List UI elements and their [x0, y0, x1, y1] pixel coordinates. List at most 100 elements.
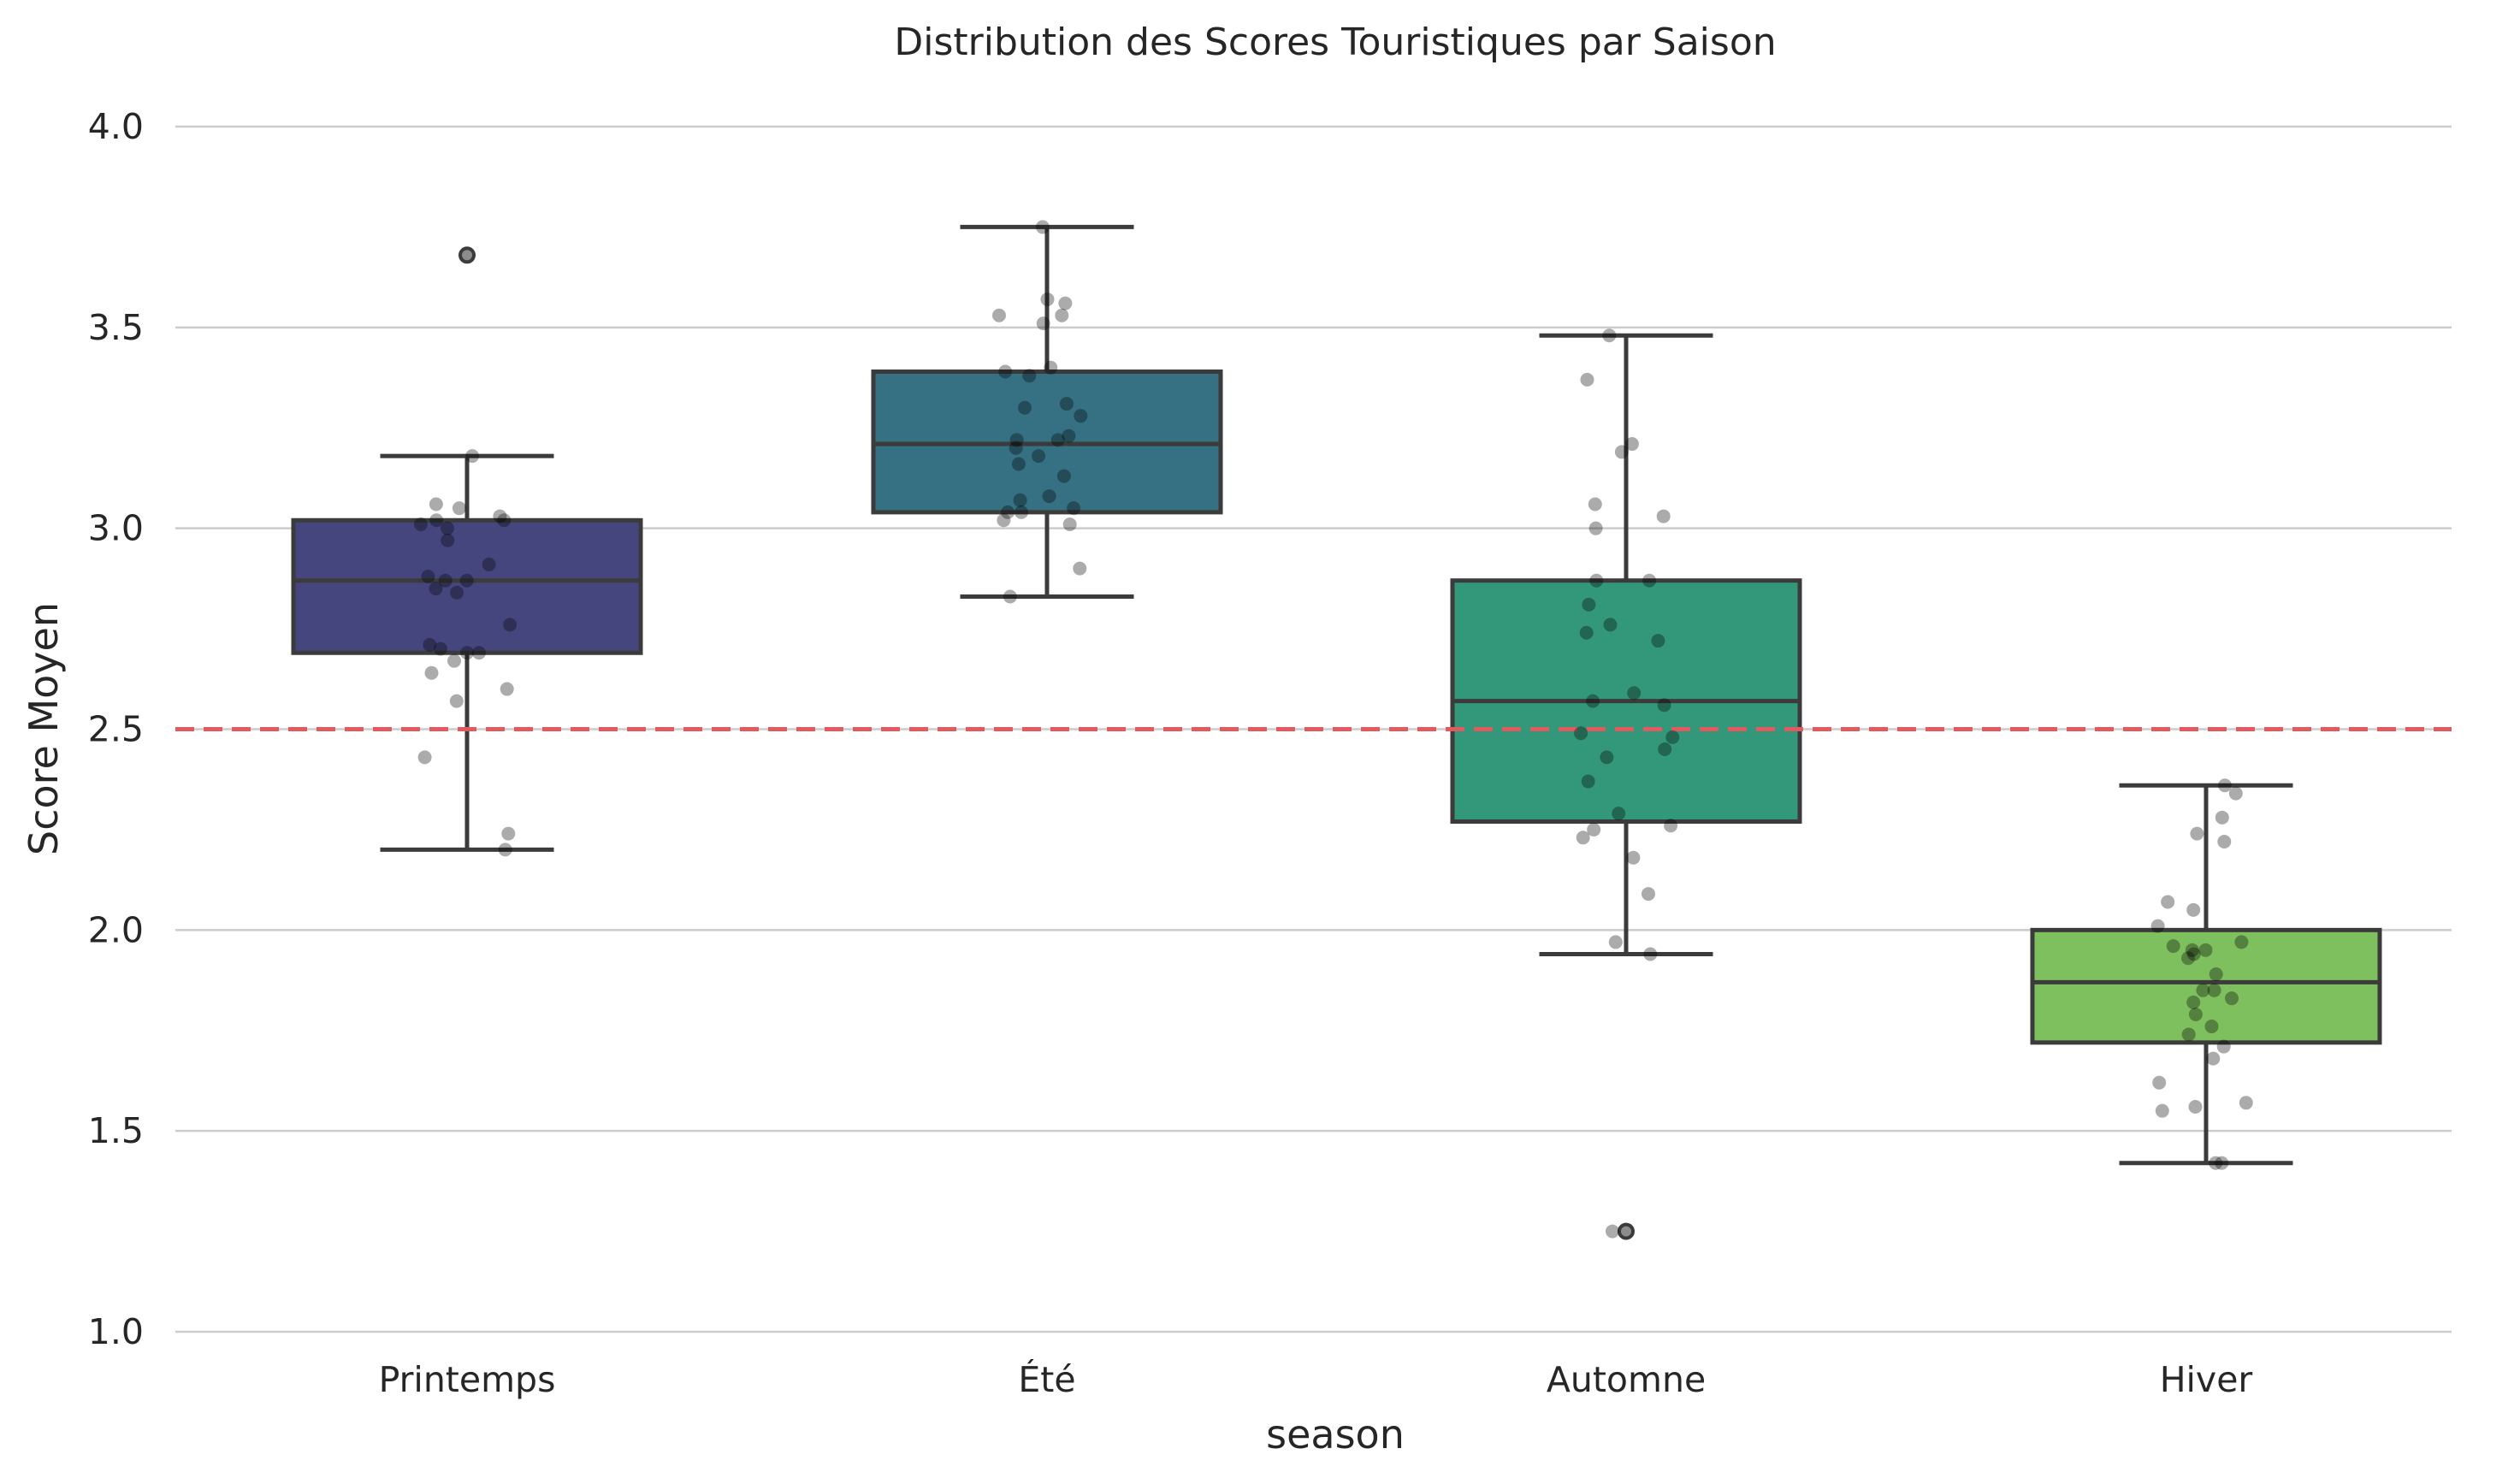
- data-point: [2150, 919, 2165, 933]
- data-point: [441, 533, 455, 547]
- data-point: [2186, 902, 2201, 917]
- data-point: [1581, 774, 1595, 789]
- data-point: [497, 513, 512, 528]
- data-point: [493, 509, 507, 523]
- data-point: [1614, 445, 1629, 459]
- data-point: [1074, 409, 1088, 423]
- data-point: [1073, 561, 1087, 576]
- data-point: [1574, 726, 1588, 741]
- data-point: [1579, 625, 1594, 640]
- data-point: [2181, 951, 2195, 966]
- data-point: [1588, 497, 1602, 511]
- data-point: [2207, 983, 2221, 997]
- data-point: [1608, 935, 1623, 949]
- data-point: [498, 843, 512, 857]
- data-point: [1036, 316, 1050, 331]
- data-point: [1656, 509, 1671, 523]
- x-tick-label: Printemps: [379, 1359, 556, 1400]
- data-point: [1042, 489, 1056, 504]
- data-point: [1651, 634, 1665, 648]
- data-point: [1032, 449, 1046, 464]
- y-tick-label: 3.0: [88, 508, 144, 549]
- data-point: [1589, 573, 1604, 588]
- data-point: [1600, 750, 1614, 765]
- data-point: [1044, 360, 1058, 375]
- data-point: [2186, 995, 2201, 1009]
- data-point: [472, 646, 486, 660]
- data-point: [1586, 694, 1600, 708]
- data-point: [1009, 440, 1023, 455]
- box-2: [1450, 333, 1802, 1240]
- data-point: [1056, 469, 1071, 483]
- data-point: [482, 557, 496, 571]
- data-point: [1612, 807, 1626, 821]
- data-point: [1011, 457, 1026, 471]
- data-point: [1642, 887, 1655, 902]
- data-point: [1018, 400, 1032, 415]
- box-3: [2030, 783, 2382, 1166]
- x-tick-labels: Printemps Été Automne Hiver: [379, 1359, 2253, 1400]
- y-tick-label: 1.0: [88, 1311, 144, 1352]
- box-rect: [2030, 927, 2382, 1045]
- data-point: [1062, 429, 1076, 443]
- data-point: [1603, 618, 1618, 632]
- data-point: [438, 573, 453, 588]
- data-point: [997, 513, 1011, 528]
- data-point: [1626, 850, 1641, 865]
- data-point: [423, 637, 437, 652]
- data-point: [2215, 1156, 2229, 1170]
- y-axis-label: Score Moyen: [21, 602, 67, 855]
- data-point: [1060, 397, 1074, 411]
- data-point: [2225, 991, 2239, 1006]
- data-point: [1602, 328, 1617, 343]
- data-point: [2190, 826, 2204, 841]
- data-point: [413, 517, 428, 531]
- y-tick-label: 3.5: [88, 307, 144, 348]
- data-point: [2185, 943, 2199, 957]
- data-point: [2218, 778, 2232, 793]
- data-point: [424, 665, 439, 680]
- data-point: [1624, 437, 1639, 452]
- data-point: [2204, 1020, 2219, 1034]
- data-point: [421, 570, 435, 584]
- data-point: [2209, 967, 2223, 981]
- data-point: [2215, 810, 2229, 825]
- data-point: [1576, 831, 1590, 845]
- data-point: [1627, 686, 1642, 701]
- data-point: [2186, 947, 2201, 961]
- jitter-points: [413, 220, 2253, 1239]
- data-point: [2152, 1075, 2167, 1090]
- data-point: [1062, 517, 1077, 531]
- data-point: [2188, 1007, 2203, 1021]
- data-point: [429, 582, 443, 596]
- data-point: [2161, 895, 2175, 909]
- x-tick-label: Automne: [1547, 1359, 1706, 1400]
- data-point: [2196, 983, 2210, 997]
- y-tick-label: 2.5: [88, 709, 144, 750]
- data-point: [2209, 1156, 2223, 1170]
- y-tick-label: 2.0: [88, 909, 144, 950]
- data-point: [2217, 835, 2232, 849]
- data-point: [2188, 1099, 2203, 1114]
- data-point: [1587, 822, 1601, 837]
- data-point: [992, 308, 1006, 322]
- data-point: [2239, 1096, 2253, 1110]
- data-point: [998, 364, 1013, 379]
- x-tick-label: Hiver: [2160, 1359, 2253, 1400]
- data-point: [450, 585, 464, 600]
- data-point: [1606, 1224, 1619, 1239]
- data-point: [434, 641, 447, 656]
- data-point: [1003, 589, 1017, 604]
- x-axis-label: season: [1266, 1411, 1405, 1457]
- data-point: [1582, 597, 1596, 612]
- data-point: [1009, 433, 1024, 447]
- data-point: [447, 653, 461, 668]
- data-point: [1588, 521, 1603, 535]
- data-point: [1580, 372, 1594, 387]
- data-point: [1658, 742, 1672, 756]
- data-point: [1642, 573, 1657, 588]
- data-point: [2228, 786, 2243, 801]
- data-point: [1665, 730, 1680, 744]
- data-point: [1050, 433, 1065, 447]
